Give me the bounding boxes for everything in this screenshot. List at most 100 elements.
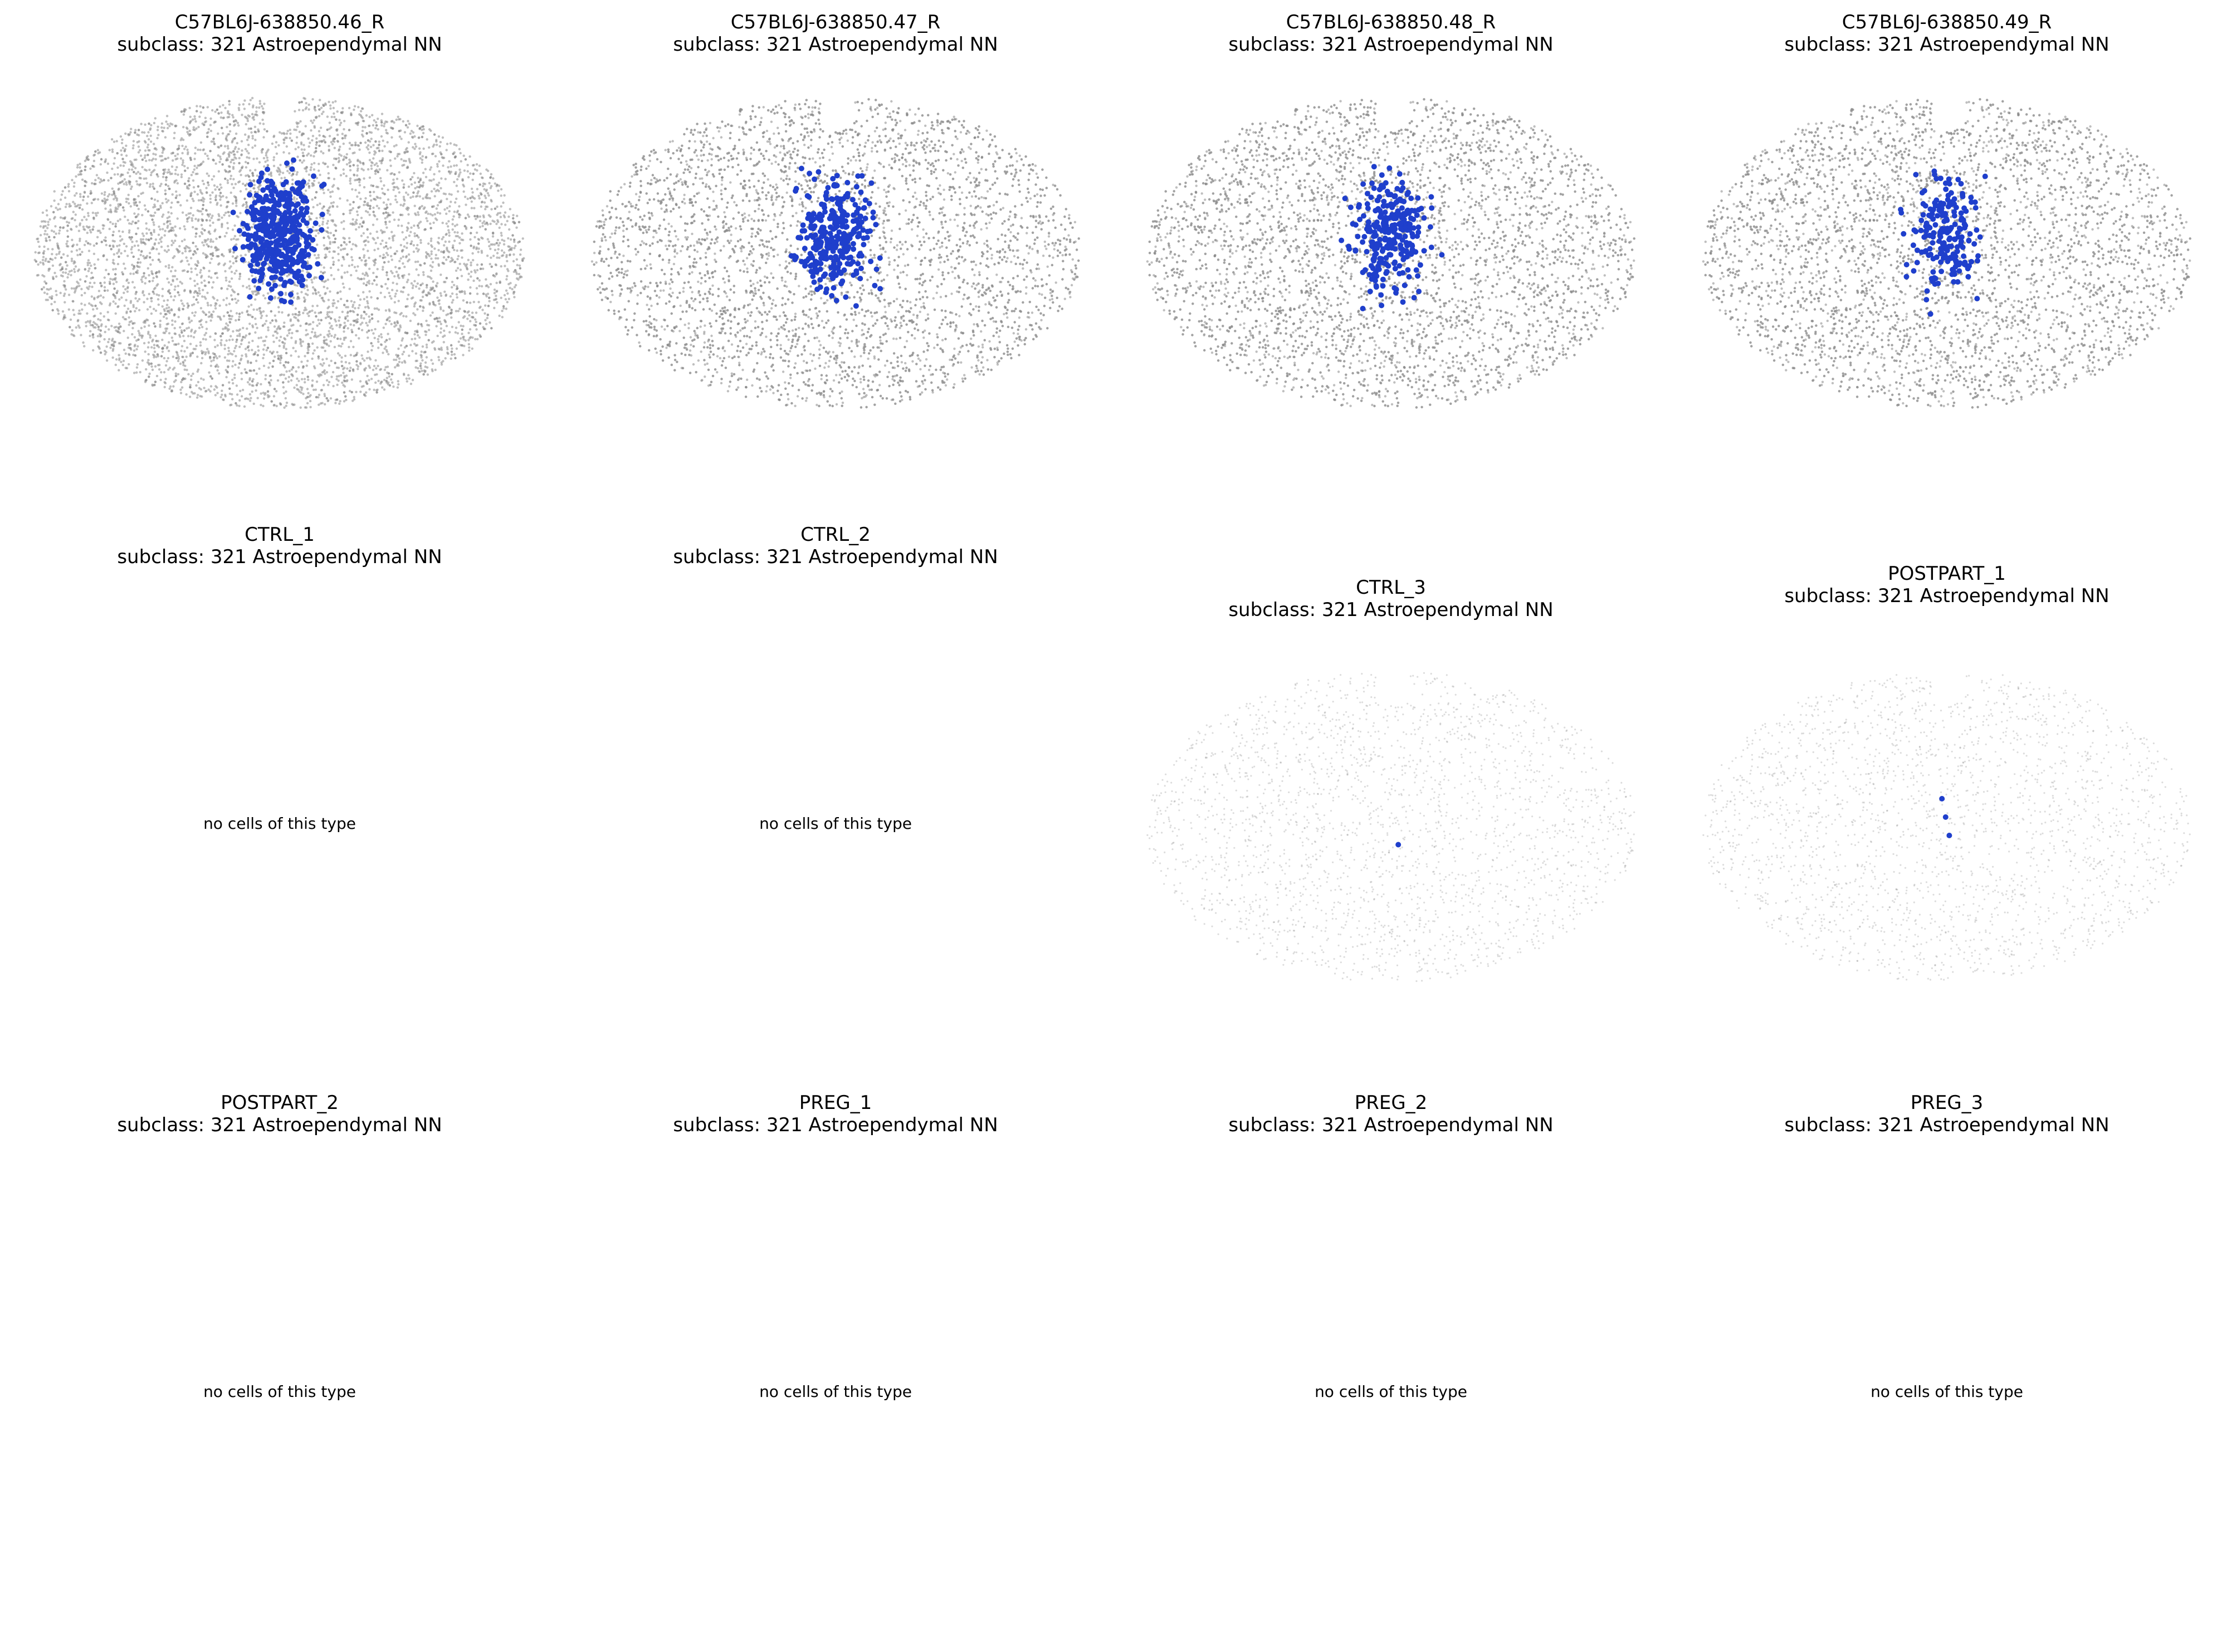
tissue-cell-point: [224, 106, 227, 110]
tissue-cell-point: [114, 206, 117, 209]
tissue-cell-point: [100, 179, 104, 183]
tissue-cell-point: [141, 276, 144, 278]
tissue-cell-point: [272, 340, 275, 343]
tissue-cell-point: [414, 212, 417, 215]
tissue-cell-point: [210, 246, 213, 248]
tissue-cell-point: [268, 384, 271, 387]
tissue-cell-point: [286, 275, 289, 277]
tissue-cell-point: [177, 343, 180, 345]
tissue-cell-point: [282, 373, 285, 377]
tissue-cell-point: [388, 237, 391, 240]
tissue-cell-point: [67, 294, 71, 296]
tissue-cell-point: [380, 119, 383, 122]
tissue-cell-point: [377, 320, 379, 323]
tissue-cell-point: [149, 134, 152, 137]
tissue-cell-point: [127, 193, 130, 197]
tissue-cell-point: [209, 197, 212, 201]
tissue-cell-point: [360, 316, 363, 319]
tissue-cell-point: [452, 299, 455, 301]
tissue-cell-point: [123, 149, 126, 152]
tissue-cell-point: [106, 171, 109, 174]
tissue-cell-point: [384, 282, 387, 286]
tissue-cell-point: [317, 335, 320, 338]
tissue-cell-point: [52, 230, 56, 233]
tissue-cell-point: [217, 146, 221, 149]
tissue-cell-point: [260, 336, 262, 339]
tissue-cell-point: [74, 270, 76, 273]
tissue-cell-point: [140, 192, 143, 195]
tissue-cell-point: [398, 357, 401, 360]
tissue-cell-point: [131, 241, 134, 243]
tissue-cell-point: [373, 336, 376, 339]
tissue-cell-point: [305, 170, 308, 173]
tissue-cell-point: [245, 397, 248, 400]
tissue-cell-point: [475, 231, 478, 234]
tissue-cell-point: [139, 238, 143, 241]
tissue-cell-point: [369, 140, 372, 143]
tissue-cell-point: [410, 242, 413, 245]
tissue-cell-point: [213, 229, 216, 233]
tissue-cell-point: [318, 130, 321, 133]
tissue-cell-point: [201, 232, 204, 235]
tissue-cell-point: [117, 305, 120, 308]
tissue-cell-point: [419, 206, 422, 209]
tissue-cell-point: [58, 250, 61, 253]
tissue-cell-point: [452, 244, 455, 247]
tissue-cell-point: [217, 315, 219, 318]
tissue-cell-point: [173, 380, 176, 383]
tissue-cell-point: [114, 267, 117, 271]
tissue-cell-point: [290, 379, 293, 382]
tissue-cell-point: [172, 299, 175, 301]
tissue-cell-point: [391, 182, 394, 185]
tissue-cell-point: [199, 307, 203, 310]
tissue-cell-point: [216, 369, 219, 372]
tissue-cell-point: [170, 201, 173, 204]
tissue-cell-point: [377, 128, 379, 131]
tissue-cell-point: [387, 188, 389, 191]
tissue-cell-point: [349, 179, 351, 182]
tissue-cell-point: [345, 380, 348, 383]
tissue-cell-point: [416, 282, 419, 285]
tissue-cell-point: [368, 366, 372, 369]
tissue-cell-point: [365, 313, 368, 316]
tissue-cell-point: [349, 323, 352, 326]
tissue-cell-point: [59, 268, 62, 272]
tissue-cell-point: [307, 349, 310, 351]
tissue-cell-point: [458, 173, 461, 176]
tissue-cell-point: [505, 289, 508, 292]
tissue-cell-point: [329, 266, 333, 270]
tissue-cell-point: [240, 395, 243, 398]
tissue-cell-point: [481, 224, 484, 227]
tissue-cell-point: [245, 123, 247, 126]
tissue-cell-point: [125, 201, 128, 203]
tissue-cell-point: [326, 313, 329, 316]
tissue-cell-point: [496, 219, 499, 222]
tissue-cell-point: [146, 308, 149, 311]
tissue-cell-point: [328, 380, 331, 384]
tissue-cell-point: [277, 144, 280, 147]
tissue-cell-point: [393, 311, 396, 314]
tissue-cell-point: [126, 172, 129, 174]
tissue-cell-point: [150, 124, 153, 126]
tissue-cell-point: [97, 295, 100, 298]
tissue-cell-point: [154, 238, 158, 241]
tissue-cell-point: [339, 338, 342, 340]
tissue-cell-point: [100, 302, 103, 305]
tissue-cell-point: [402, 315, 405, 317]
tissue-cell-point: [96, 236, 99, 238]
tissue-cell-point: [359, 162, 362, 164]
tissue-cell-point: [258, 188, 261, 191]
tissue-cell-point: [414, 338, 417, 340]
tissue-cell-point: [422, 271, 425, 273]
tissue-cell-point: [64, 301, 66, 304]
tissue-cell-point: [152, 276, 155, 280]
tissue-cell-point: [399, 243, 402, 247]
tissue-cell-point: [413, 343, 416, 345]
tissue-cell-point: [472, 301, 475, 304]
tissue-cell-point: [439, 306, 442, 309]
tissue-cell-point: [75, 326, 77, 329]
tissue-cell-point: [152, 214, 155, 217]
tissue-cell-point: [372, 223, 375, 226]
tissue-cell-point: [457, 310, 460, 312]
tissue-cell-point: [459, 151, 462, 155]
